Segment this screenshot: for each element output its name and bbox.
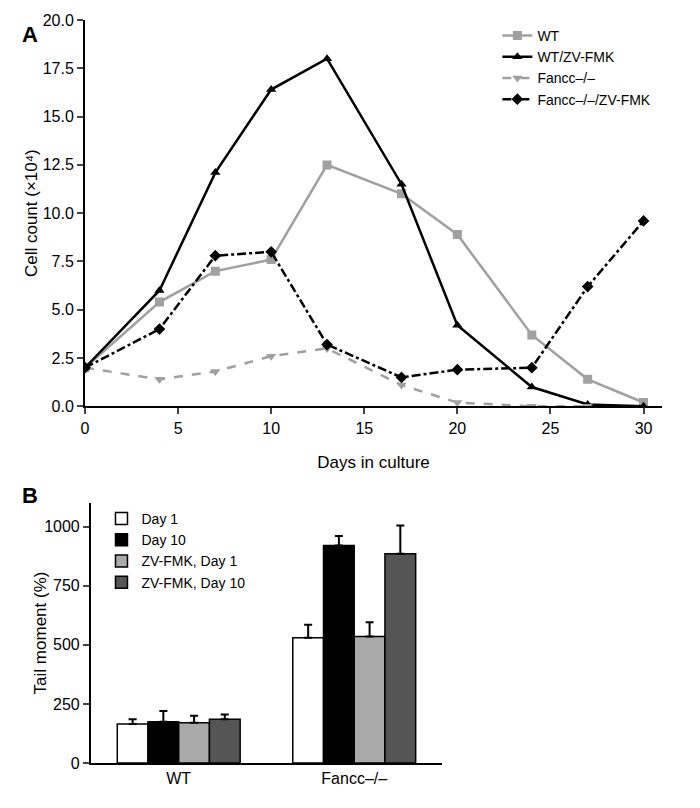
svg-text:12.5: 12.5 bbox=[43, 156, 74, 173]
svg-text:5: 5 bbox=[174, 420, 183, 437]
svg-text:1000: 1000 bbox=[44, 518, 80, 535]
svg-text:WT: WT bbox=[537, 28, 559, 44]
svg-text:A: A bbox=[22, 22, 38, 47]
svg-text:Tail moment (%): Tail moment (%) bbox=[31, 572, 50, 695]
svg-text:Days in culture: Days in culture bbox=[317, 453, 429, 472]
svg-text:20.0: 20.0 bbox=[43, 12, 74, 29]
svg-text:0: 0 bbox=[81, 420, 90, 437]
svg-text:10: 10 bbox=[262, 420, 280, 437]
svg-text:Day 1: Day 1 bbox=[141, 511, 178, 527]
svg-text:15: 15 bbox=[355, 420, 373, 437]
svg-text:10.0: 10.0 bbox=[43, 205, 74, 222]
svg-text:7.5: 7.5 bbox=[52, 253, 74, 270]
svg-text:30: 30 bbox=[635, 420, 653, 437]
svg-text:WT/ZV-FMK: WT/ZV-FMK bbox=[537, 49, 615, 65]
svg-text:Fancc–/–: Fancc–/– bbox=[321, 770, 387, 787]
svg-text:Fancc–/–: Fancc–/– bbox=[537, 70, 595, 86]
svg-text:0: 0 bbox=[71, 755, 80, 772]
svg-text:2.5: 2.5 bbox=[52, 350, 74, 367]
svg-text:750: 750 bbox=[53, 577, 80, 594]
svg-text:0.0: 0.0 bbox=[52, 398, 74, 415]
svg-text:Day 10: Day 10 bbox=[141, 532, 186, 548]
svg-text:25: 25 bbox=[542, 420, 560, 437]
svg-text:500: 500 bbox=[53, 636, 80, 653]
svg-text:ZV-FMK, Day 10: ZV-FMK, Day 10 bbox=[141, 575, 245, 591]
svg-text:15.0: 15.0 bbox=[43, 108, 74, 125]
svg-text:Fancc–/–/ZV-FMK: Fancc–/–/ZV-FMK bbox=[537, 92, 650, 108]
svg-text:ZV-FMK, Day 1: ZV-FMK, Day 1 bbox=[141, 553, 237, 569]
svg-text:WT: WT bbox=[166, 770, 191, 787]
svg-text:5.0: 5.0 bbox=[52, 301, 74, 318]
svg-text:Cell count (×10⁴): Cell count (×10⁴) bbox=[22, 149, 41, 277]
svg-text:20: 20 bbox=[448, 420, 466, 437]
svg-text:B: B bbox=[22, 483, 38, 508]
svg-text:17.5: 17.5 bbox=[43, 60, 74, 77]
svg-text:250: 250 bbox=[53, 696, 80, 713]
